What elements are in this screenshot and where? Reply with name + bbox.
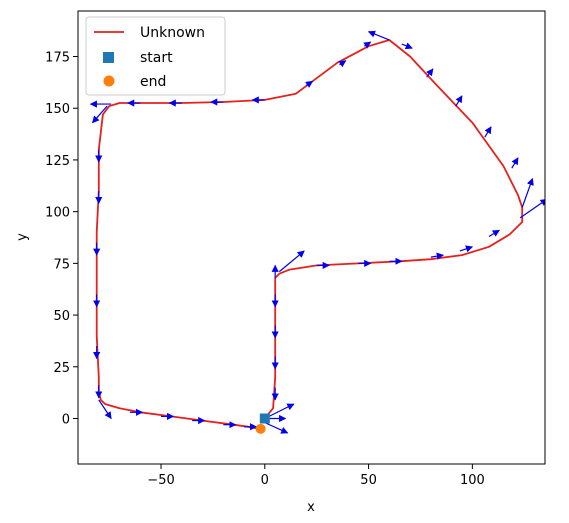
legend-label-unknown: Unknown	[140, 25, 205, 41]
legend-start-swatch	[103, 52, 114, 63]
orientation-arrow	[363, 41, 372, 49]
orientation-arrow	[92, 105, 108, 124]
start-marker	[259, 413, 270, 424]
y-tick-label: 100	[45, 206, 70, 221]
y-tick-label: 0	[62, 412, 70, 427]
orientation-arrow	[459, 245, 474, 253]
orientation-arrow	[98, 399, 112, 420]
orientation-arrow	[511, 157, 519, 169]
orientation-arrow	[430, 252, 445, 260]
orientation-arrow	[338, 60, 347, 68]
legend: Unknown start end	[85, 16, 226, 96]
x-tick-label: 100	[460, 473, 485, 488]
orientation-arrow	[484, 126, 492, 138]
plot-frame	[77, 10, 546, 465]
orientation-arrow	[278, 250, 305, 273]
orientation-arrow	[455, 95, 463, 107]
y-axis-ticks: 0 25 50 75 100 125 150 175	[45, 51, 78, 427]
orientation-arrow	[488, 229, 500, 237]
legend-label-start: start	[140, 50, 173, 66]
orientation-arrow	[426, 68, 434, 78]
legend-label-end: end	[140, 74, 166, 90]
x-tick-label: 50	[360, 473, 377, 488]
orientation-arrow	[305, 80, 314, 88]
legend-box	[85, 16, 226, 96]
y-tick-label: 150	[45, 102, 70, 117]
orientation-arrow	[367, 30, 390, 41]
x-tick-label: −50	[147, 473, 174, 488]
orientation-arrow	[264, 422, 289, 434]
x-axis-ticks: −50 0 50 100	[147, 464, 485, 488]
y-tick-label: 175	[45, 51, 70, 66]
orientation-arrow	[401, 42, 413, 50]
y-tick-label: 50	[53, 309, 70, 324]
y-tick-label: 125	[45, 154, 70, 169]
end-marker	[255, 423, 266, 434]
legend-end-swatch	[103, 75, 115, 87]
orientation-arrow	[521, 177, 534, 208]
y-tick-label: 75	[53, 257, 70, 272]
x-axis-label: x	[307, 500, 315, 515]
orientation-arrow	[519, 198, 545, 219]
x-tick-label: 0	[261, 473, 269, 488]
y-axis-label: y	[15, 233, 30, 241]
y-tick-label: 25	[53, 361, 70, 376]
